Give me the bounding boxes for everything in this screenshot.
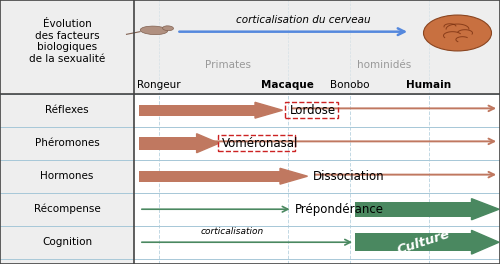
Circle shape xyxy=(424,15,492,51)
Text: Dissociation: Dissociation xyxy=(312,170,384,183)
Text: Voméronasal: Voméronasal xyxy=(222,137,298,150)
Text: Macaque: Macaque xyxy=(261,80,314,90)
Polygon shape xyxy=(472,199,499,220)
Bar xyxy=(134,127,500,160)
Text: Réflexes: Réflexes xyxy=(45,105,89,115)
Bar xyxy=(139,137,196,150)
Text: Hormones: Hormones xyxy=(40,171,94,181)
Bar xyxy=(218,135,295,151)
Bar xyxy=(134,226,500,259)
Bar xyxy=(139,171,280,182)
Text: corticalisation du cerveau: corticalisation du cerveau xyxy=(236,15,370,25)
Text: Phéromones: Phéromones xyxy=(34,138,100,148)
Text: Évolution
des facteurs
biologiques
de la sexualité: Évolution des facteurs biologiques de la… xyxy=(29,19,105,64)
Text: Cognition: Cognition xyxy=(42,237,92,247)
Bar xyxy=(134,193,500,226)
Ellipse shape xyxy=(162,26,173,31)
Bar xyxy=(355,202,472,217)
Text: Lordose: Lordose xyxy=(290,104,336,117)
Text: corticalisation: corticalisation xyxy=(200,227,264,237)
Text: Primates: Primates xyxy=(206,60,252,70)
Text: Prépondérance: Prépondérance xyxy=(295,203,384,216)
Bar xyxy=(285,102,338,118)
Ellipse shape xyxy=(140,26,168,35)
Text: Rongeur: Rongeur xyxy=(137,80,181,90)
Bar xyxy=(134,160,500,193)
Polygon shape xyxy=(196,134,219,153)
Text: hominidés: hominidés xyxy=(358,60,412,70)
Text: Récompense: Récompense xyxy=(34,204,100,214)
Bar xyxy=(134,94,500,127)
Bar xyxy=(0,0,134,264)
Text: Bonobo: Bonobo xyxy=(330,80,370,90)
Polygon shape xyxy=(472,230,499,254)
Bar xyxy=(355,233,472,251)
Polygon shape xyxy=(255,102,282,118)
Bar xyxy=(0,0,500,94)
Text: Humain: Humain xyxy=(406,80,452,90)
Bar xyxy=(139,105,255,116)
Text: Culture: Culture xyxy=(396,228,452,257)
Polygon shape xyxy=(280,168,307,184)
